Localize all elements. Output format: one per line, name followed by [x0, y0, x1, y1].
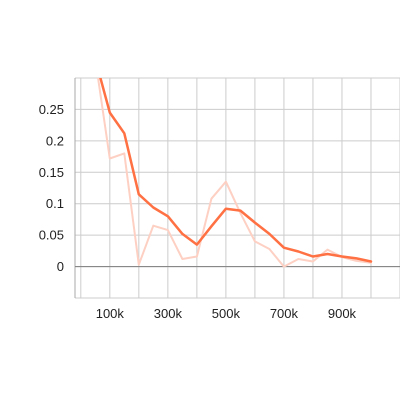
x-tick-label: 100k: [96, 306, 125, 321]
axes: [74, 78, 400, 298]
y-tick-label: 0: [57, 259, 64, 274]
y-tick-label: 0.25: [39, 102, 64, 117]
y-tick-label: 0.05: [39, 228, 64, 243]
y-tick-label: 0.15: [39, 165, 64, 180]
y-tick-label: 0.1: [46, 196, 64, 211]
series-layer: [97, 78, 373, 268]
grid: [75, 77, 400, 299]
y-tick-label: 0.2: [46, 133, 64, 148]
x-tick-label: 300k: [154, 306, 183, 321]
x-tick-label: 700k: [270, 306, 299, 321]
series-line-smoothed: [99, 78, 373, 263]
x-tick-label: 900k: [328, 306, 357, 321]
x-tick-label: 500k: [212, 306, 241, 321]
tick-labels: 0 0.05 0.1 0.15 0.2 0.25 100k 300k 500k 700k 900k: [39, 102, 357, 321]
series-line-raw: [97, 78, 372, 268]
